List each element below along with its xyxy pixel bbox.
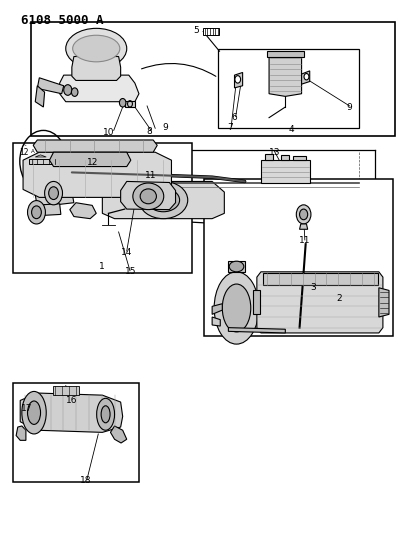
Circle shape <box>71 88 78 96</box>
Polygon shape <box>228 328 285 333</box>
Circle shape <box>299 209 308 220</box>
Polygon shape <box>35 155 46 157</box>
Circle shape <box>31 206 41 219</box>
Circle shape <box>64 85 72 95</box>
Polygon shape <box>261 160 310 182</box>
Text: 11: 11 <box>299 237 310 246</box>
Ellipse shape <box>27 401 40 424</box>
Bar <box>13 383 139 482</box>
Polygon shape <box>228 261 245 272</box>
Circle shape <box>235 76 241 83</box>
Polygon shape <box>111 426 127 443</box>
Ellipse shape <box>101 406 110 423</box>
Ellipse shape <box>140 189 156 204</box>
Circle shape <box>27 200 45 224</box>
Text: 13: 13 <box>268 148 280 157</box>
Polygon shape <box>53 386 79 395</box>
Text: 10: 10 <box>103 128 114 137</box>
Ellipse shape <box>97 398 115 430</box>
Polygon shape <box>253 290 260 314</box>
Ellipse shape <box>66 28 127 69</box>
Polygon shape <box>212 317 220 326</box>
Circle shape <box>304 74 309 80</box>
Polygon shape <box>72 56 121 80</box>
Text: 12: 12 <box>86 158 98 167</box>
Text: 17: 17 <box>20 405 32 414</box>
Bar <box>218 49 359 128</box>
Text: 15: 15 <box>125 268 137 276</box>
Ellipse shape <box>214 272 259 344</box>
Text: 9: 9 <box>347 102 353 111</box>
Text: 18: 18 <box>80 477 92 485</box>
Polygon shape <box>257 272 383 333</box>
Bar <box>203 28 220 35</box>
Text: 4: 4 <box>288 125 294 134</box>
Polygon shape <box>265 154 273 160</box>
Circle shape <box>120 99 126 107</box>
Text: 9: 9 <box>162 123 168 132</box>
Circle shape <box>44 181 62 205</box>
Polygon shape <box>125 101 135 107</box>
Polygon shape <box>379 288 389 317</box>
Polygon shape <box>23 152 171 197</box>
Circle shape <box>49 187 58 199</box>
Polygon shape <box>70 203 96 219</box>
Text: 6: 6 <box>232 113 237 122</box>
Ellipse shape <box>73 35 120 62</box>
Polygon shape <box>269 54 302 96</box>
Text: 16: 16 <box>66 396 78 405</box>
Polygon shape <box>121 181 175 209</box>
Polygon shape <box>212 304 222 314</box>
Text: A: A <box>31 149 35 154</box>
Polygon shape <box>29 159 58 165</box>
Polygon shape <box>20 393 123 432</box>
Text: 12: 12 <box>20 148 29 157</box>
Ellipse shape <box>22 391 46 434</box>
Bar <box>31 22 395 136</box>
Polygon shape <box>102 181 224 219</box>
Polygon shape <box>33 140 157 152</box>
Text: ^: ^ <box>22 144 27 149</box>
Ellipse shape <box>133 183 164 209</box>
Ellipse shape <box>229 261 244 272</box>
Polygon shape <box>49 152 131 166</box>
Circle shape <box>296 205 311 224</box>
Polygon shape <box>35 192 74 207</box>
Text: 1: 1 <box>99 262 104 271</box>
Text: 11: 11 <box>144 171 156 180</box>
Text: 8: 8 <box>146 127 152 136</box>
Text: 3: 3 <box>310 283 316 292</box>
Polygon shape <box>293 156 306 160</box>
Polygon shape <box>263 273 378 285</box>
Bar <box>13 143 192 273</box>
Polygon shape <box>31 204 61 216</box>
Polygon shape <box>299 224 308 229</box>
Ellipse shape <box>139 181 188 219</box>
Text: 7: 7 <box>228 123 233 132</box>
Polygon shape <box>37 78 64 94</box>
Polygon shape <box>235 72 243 88</box>
Polygon shape <box>35 86 44 107</box>
Polygon shape <box>267 51 304 56</box>
Text: 14: 14 <box>121 248 133 257</box>
Text: 6108 5000 A: 6108 5000 A <box>21 14 104 27</box>
Ellipse shape <box>222 284 251 332</box>
Text: 2: 2 <box>336 294 342 303</box>
Polygon shape <box>302 71 310 84</box>
Polygon shape <box>16 426 26 440</box>
Bar <box>204 179 393 336</box>
Polygon shape <box>60 75 139 102</box>
Polygon shape <box>281 155 289 160</box>
Text: 5: 5 <box>194 26 200 35</box>
Ellipse shape <box>147 188 180 212</box>
